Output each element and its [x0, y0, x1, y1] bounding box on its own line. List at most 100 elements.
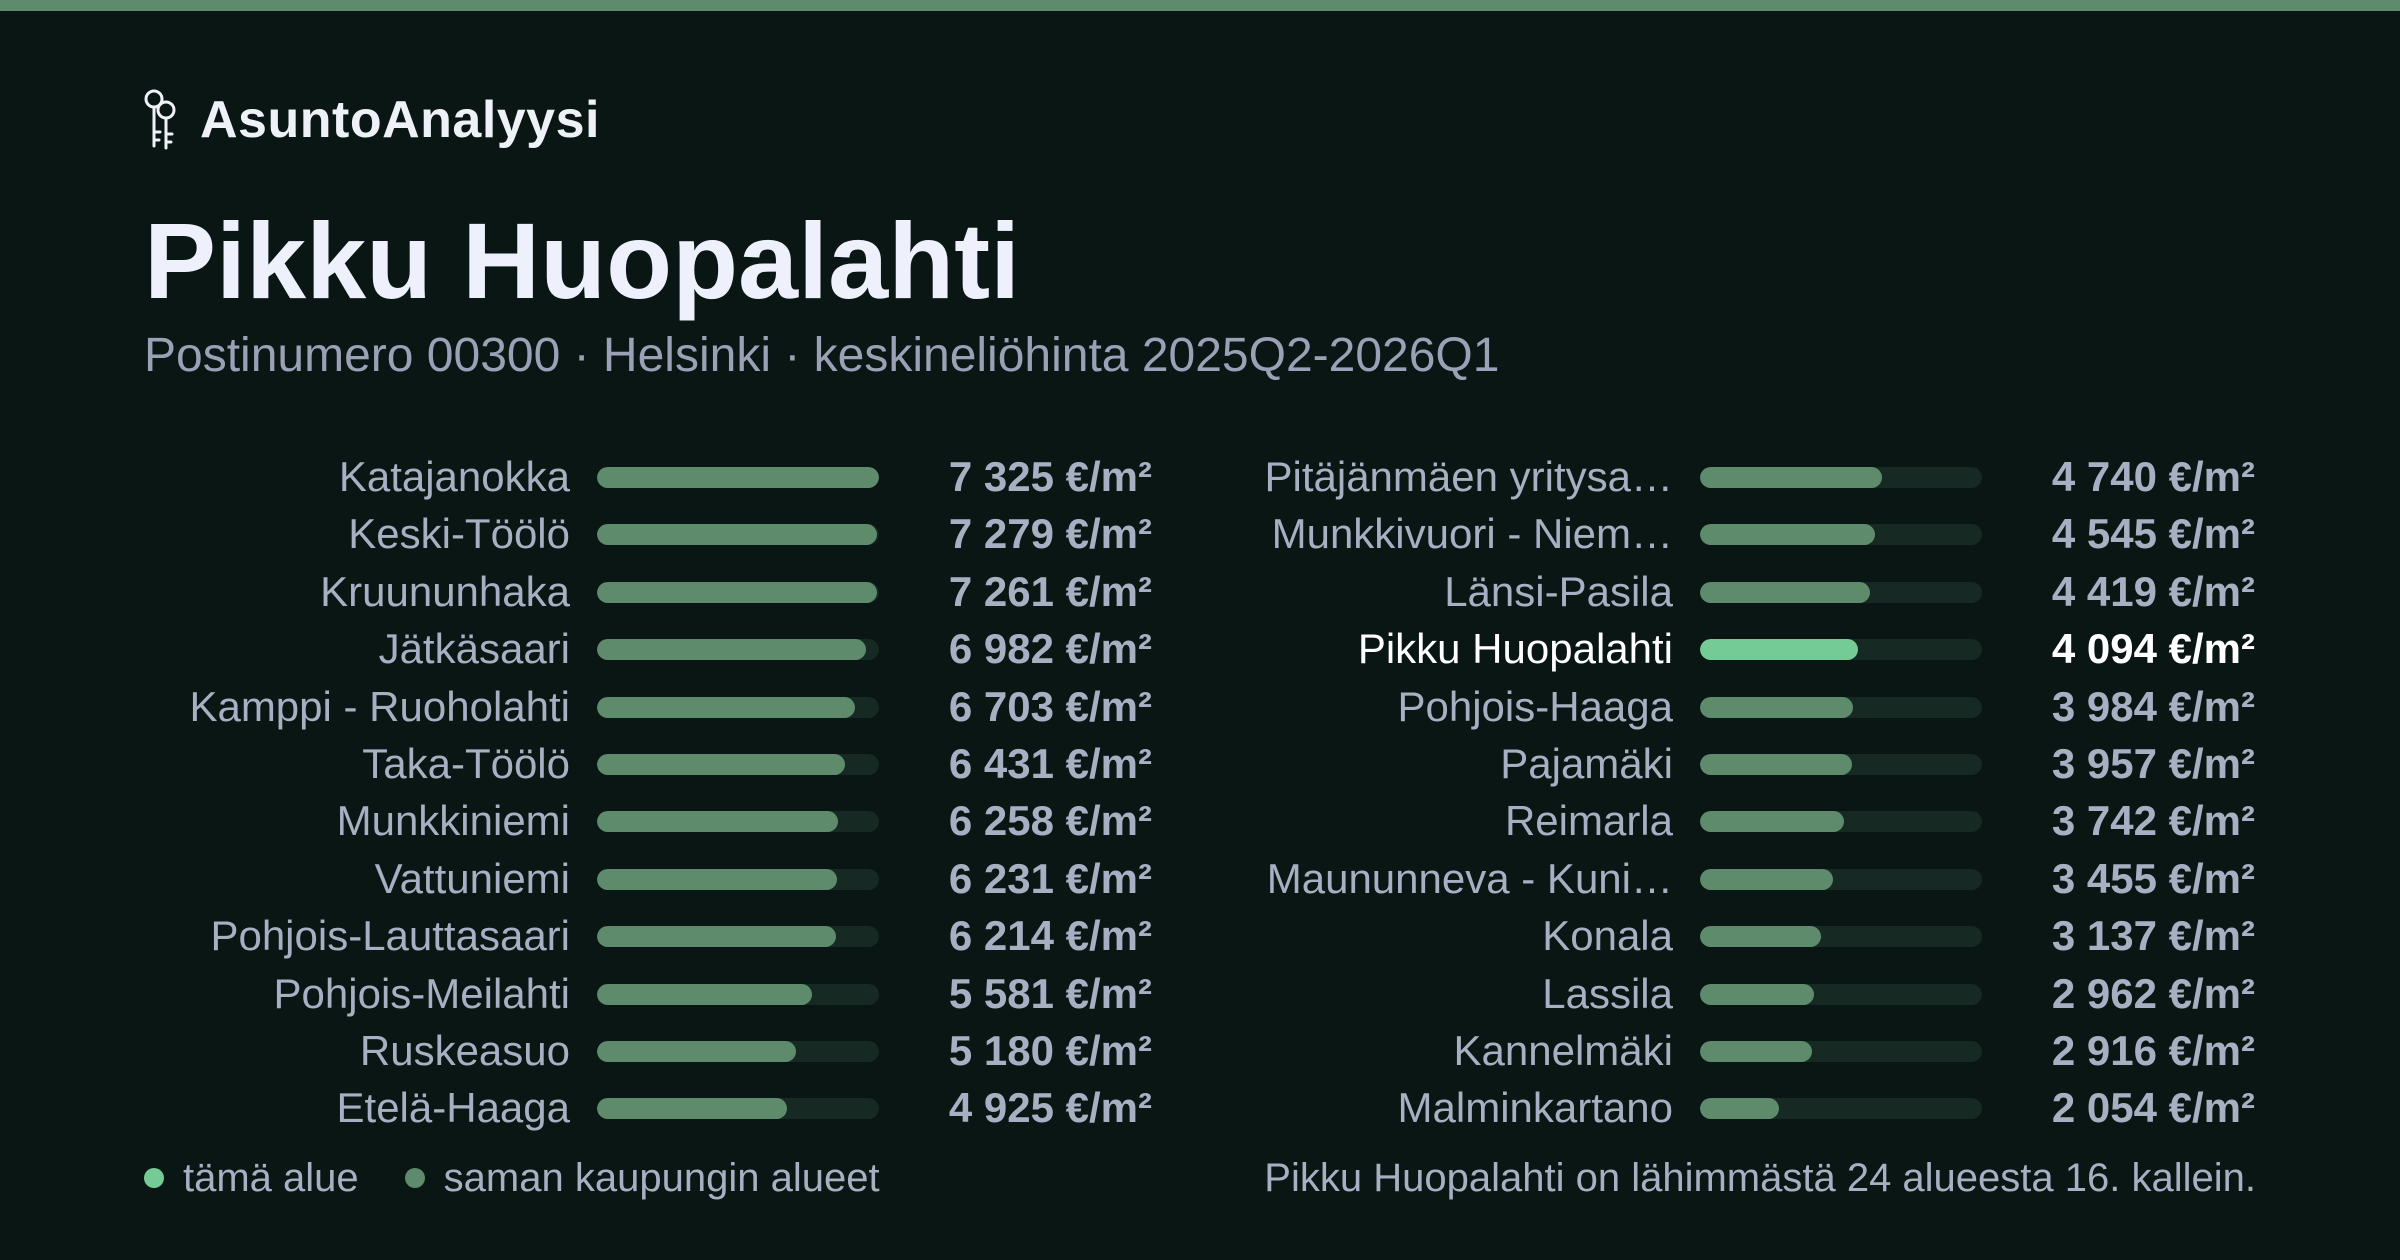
bar [1700, 926, 1821, 948]
bar-row: Konala 3 137 €/m² [1542, 908, 2255, 964]
bar [597, 1098, 787, 1120]
bar-row: Kannelmäki 2 916 €/m² [1454, 1023, 2255, 1079]
bar [1700, 696, 1853, 718]
bar-label: Munkkivuori - Niem… [1271, 510, 1673, 558]
bar [597, 1041, 796, 1062]
bar-track [597, 1041, 879, 1062]
bar-track [597, 868, 879, 890]
bar-label: Kruununhaka [320, 567, 570, 615]
bar-label: Malminkartano [1397, 1084, 1673, 1132]
bar-row: Munkkivuori - Niem… 4 545 €/m² [1272, 506, 2255, 562]
bar-track [1700, 581, 1982, 603]
bar-label: Lassila [1542, 969, 1673, 1017]
bar-value-label: 6 214 €/m² [948, 912, 1152, 960]
bar-row: Keski-Töölö 7 279 €/m² [348, 506, 1152, 562]
bar [597, 983, 812, 1005]
legend-dot-city [404, 1168, 425, 1188]
bar-track [1700, 696, 1982, 718]
bar-row: Katajanokka 7 325 €/m² [339, 449, 1152, 505]
bar-track [597, 811, 879, 833]
bar-track [597, 983, 879, 1005]
bar [597, 467, 879, 488]
bar [1700, 467, 1882, 488]
bar-track [597, 696, 879, 718]
bar-row: Reimarla 3 742 €/m² [1505, 793, 2255, 849]
bar-row: Pohjois-Meilahti 5 581 €/m² [274, 966, 1152, 1022]
legend-label-current: tämä alue [183, 1155, 359, 1200]
page-subtitle: Postinumero 00300 · Helsinki · keskineli… [144, 329, 1500, 382]
bar-label: Konala [1542, 912, 1673, 960]
bar-track [1700, 639, 1982, 661]
bar-row: Maununneva - Kuni… 3 455 €/m² [1267, 851, 2255, 907]
legend-item-current: tämä alue [144, 1156, 359, 1201]
bar-value-label: 6 982 €/m² [948, 625, 1152, 673]
bar-track [1700, 1041, 1982, 1062]
bar-row: Pikku Huopalahti 4 094 €/m² [1358, 621, 2255, 677]
bar [597, 926, 836, 948]
bar-value-label: 5 180 €/m² [948, 1027, 1152, 1074]
bar-value-label: 5 581 €/m² [948, 969, 1152, 1017]
bar [1700, 524, 1875, 546]
bar-value-label: 6 703 €/m² [948, 682, 1152, 730]
bar-value-label: 3 742 €/m² [2051, 797, 2255, 845]
bar [597, 811, 838, 833]
bar-value-label: 6 431 €/m² [948, 740, 1152, 787]
bar-track [597, 639, 879, 661]
bar-value-label: 7 325 €/m² [948, 453, 1152, 500]
ranking-footnote: Pikku Huopalahti on lähimmästä 24 aluees… [1264, 1156, 2256, 1200]
bar-label: Etelä-Haaga [336, 1084, 570, 1132]
bar-label: Pikku Huopalahti [1357, 625, 1673, 673]
bar-row: Vattuniemi 6 231 €/m² [375, 851, 1152, 907]
brand-name: AsuntoAnalyysi [200, 91, 600, 149]
bar-value-label: 2 054 €/m² [2051, 1084, 2255, 1132]
bar-value-label: 3 137 €/m² [2051, 912, 2255, 960]
bar [597, 581, 877, 603]
bar-value-label: 7 261 €/m² [948, 567, 1152, 615]
bar [597, 639, 866, 661]
bar [597, 524, 877, 546]
bar [597, 696, 855, 718]
bar [1700, 1098, 1779, 1120]
bar-track [597, 754, 879, 775]
bar-label: Pitäjänmäen yritysa… [1264, 453, 1674, 500]
bar-track [597, 467, 879, 488]
bar-row: Pajamäki 3 957 €/m² [1500, 736, 2255, 792]
chart-legend: tämä alue saman kaupungin alueet [144, 1150, 926, 1206]
bar-label: Katajanokka [338, 453, 570, 500]
bar-track [1700, 754, 1982, 775]
legend-label-city: saman kaupungin alueet [443, 1155, 880, 1200]
bar-track [597, 581, 879, 603]
bar [1700, 581, 1870, 603]
bar [1700, 639, 1858, 661]
bar-track [1700, 868, 1982, 890]
legend-dot-current [144, 1168, 164, 1188]
keys-icon [144, 89, 176, 150]
bar-label: Jätkäsaari [378, 625, 570, 673]
bar-label: Pajamäki [1500, 740, 1673, 787]
bar-value-label: 6 258 €/m² [948, 797, 1152, 845]
bar-track [597, 524, 879, 546]
bar-label: Munkkiniemi [336, 797, 570, 845]
bar-label: Kamppi - Ruoholahti [189, 682, 570, 730]
bar-row: Pitäjänmäen yritysa… 4 740 €/m² [1265, 449, 2256, 505]
bar-label: Kannelmäki [1453, 1027, 1673, 1074]
bar [597, 754, 845, 775]
bar-value-label: 3 455 €/m² [2051, 854, 2255, 902]
bar-value-label: 3 957 €/m² [2051, 740, 2255, 787]
bar-row: Ruskeasuo 5 180 €/m² [360, 1023, 1152, 1079]
bar-row: Länsi-Pasila 4 419 €/m² [1444, 564, 2255, 620]
bar [1700, 983, 1814, 1005]
bar-track [597, 926, 879, 948]
bar-row: Munkkiniemi 6 258 €/m² [337, 793, 1152, 849]
bar-track [1700, 524, 1982, 546]
bar-row: Taka-Töölö 6 431 €/m² [362, 736, 1152, 792]
bar-value-label: 4 094 €/m² [2051, 625, 2255, 673]
bar-label: Pohjois-Haaga [1397, 682, 1673, 730]
bar-value-label: 2 962 €/m² [2051, 969, 2255, 1017]
bar-label: Pohjois-Meilahti [273, 969, 570, 1017]
bar-value-label: 3 984 €/m² [2051, 682, 2255, 730]
bar-row: Pohjois-Lauttasaari 6 214 €/m² [210, 908, 1152, 964]
bar-row: Malminkartano 2 054 €/m² [1398, 1080, 2255, 1136]
bar-label: Maununneva - Kuni… [1266, 854, 1673, 902]
bar [1700, 1041, 1812, 1062]
